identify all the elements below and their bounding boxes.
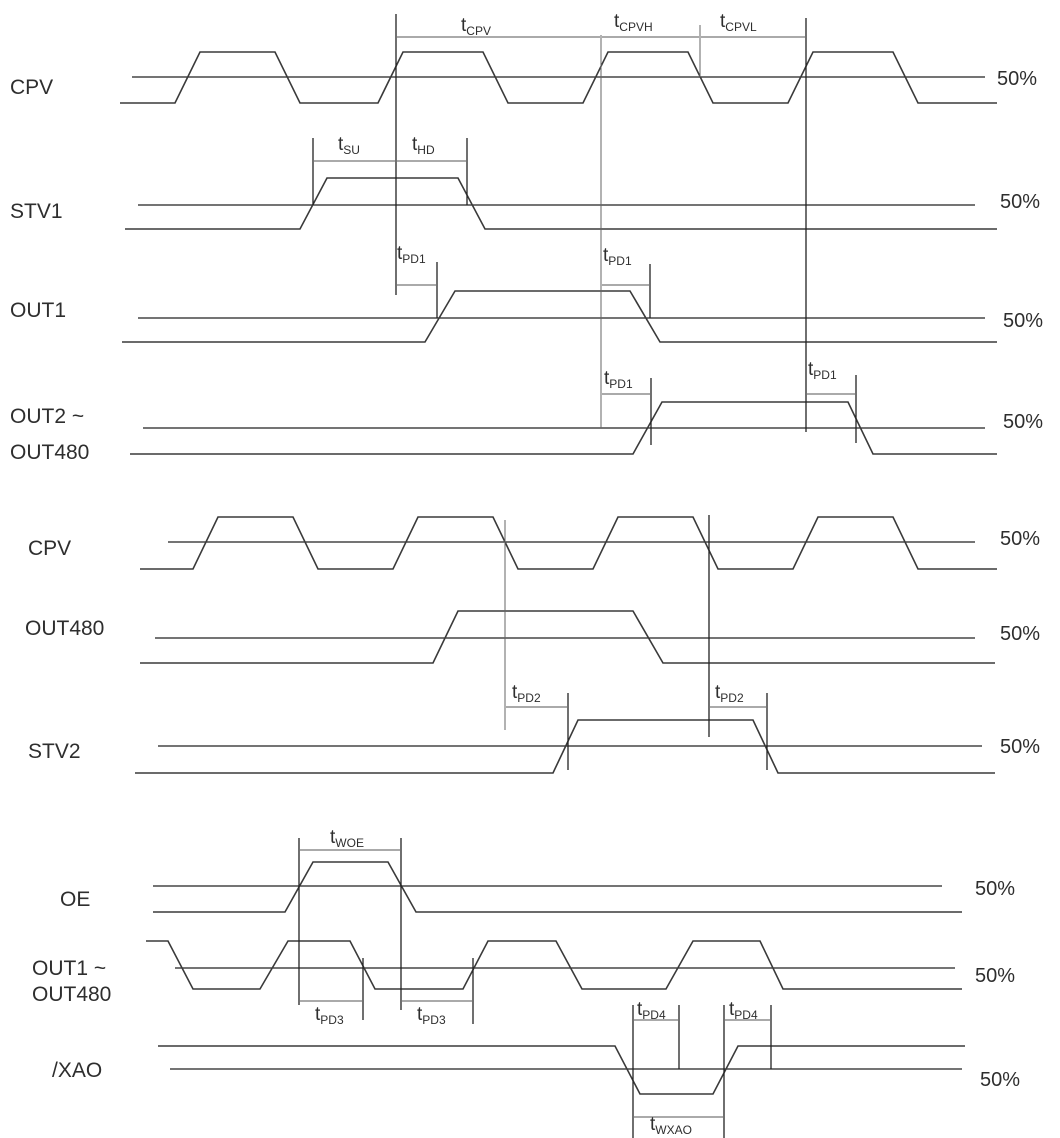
- signal-label-out480: OUT480: [10, 441, 89, 464]
- timing-label-t-wxao: tWXAO: [650, 1114, 692, 1137]
- waveform-out1x: [146, 940, 962, 990]
- signal-label-out480x: OUT480: [32, 983, 111, 1006]
- timing-label-t-pd1-b: tPD1: [603, 245, 632, 268]
- percent-label-out1: 50%: [1003, 310, 1043, 332]
- timing-label-t-pd3-b: tPD3: [417, 1004, 446, 1027]
- waveform-cpv-2: [140, 516, 997, 570]
- timing-label-t-pd4-b: tPD4: [729, 999, 758, 1022]
- timing-label-t-pd1-c: tPD1: [604, 368, 633, 391]
- waveform-out1: [122, 290, 997, 343]
- timing-label-t-su: tSU: [338, 134, 360, 157]
- signal-label-out1: OUT1: [10, 299, 66, 322]
- group-oe-out-xao: OE 50% OUT1 ~ OUT480 50% /XAO 50% tWOE t…: [32, 827, 1020, 1138]
- group-cpv-stv1-out: CPV 50% STV1 50% OUT1 50% OUT2 ~ OUT480 …: [10, 11, 1043, 464]
- timing-label-t-pd1-a: tPD1: [397, 243, 426, 266]
- signal-label-stv1: STV1: [10, 200, 63, 223]
- timing-label-t-pd3-a: tPD3: [315, 1004, 344, 1027]
- percent-label-stv1: 50%: [1000, 191, 1040, 213]
- group-cpv-out480-stv2: CPV 50% OUT480 50% STV2 50% tPD2 tPD2: [25, 515, 1040, 774]
- waveform-stv1: [125, 177, 997, 230]
- percent-label-out2: 50%: [1003, 411, 1043, 433]
- timing-label-t-cpvl: tCPVL: [720, 11, 757, 34]
- waveform-oe: [153, 861, 962, 913]
- percent-label-out480-2: 50%: [1000, 623, 1040, 645]
- timing-label-t-pd1-d: tPD1: [808, 359, 837, 382]
- waveform-out480-2: [140, 610, 995, 664]
- timing-label-t-hd: tHD: [412, 134, 435, 157]
- signal-label-out2: OUT2 ~: [10, 405, 84, 428]
- signal-label-out480-2: OUT480: [25, 617, 104, 640]
- waveform-xao: [158, 1045, 965, 1095]
- waveform-out2: [130, 401, 997, 455]
- percent-label-out1x: 50%: [975, 965, 1015, 987]
- percent-label-cpv: 50%: [997, 68, 1037, 90]
- waveform-cpv: [120, 51, 997, 104]
- timing-label-t-pd2-b: tPD2: [715, 682, 744, 705]
- percent-label-oe: 50%: [975, 878, 1015, 900]
- waveform-stv2: [135, 719, 995, 774]
- timing-label-t-woe: tWOE: [330, 827, 364, 850]
- signal-label-cpv: CPV: [10, 76, 53, 99]
- signal-label-oe: OE: [60, 888, 90, 911]
- signal-label-xao: /XAO: [52, 1059, 102, 1082]
- signal-label-cpv-2: CPV: [28, 537, 71, 560]
- percent-label-xao: 50%: [980, 1069, 1020, 1091]
- percent-label-cpv-2: 50%: [1000, 528, 1040, 550]
- signal-label-out1x: OUT1 ~: [32, 957, 106, 980]
- timing-label-t-pd2-a: tPD2: [512, 682, 541, 705]
- timing-label-t-cpv: tCPV: [461, 15, 491, 38]
- timing-label-t-pd4-a: tPD4: [637, 999, 666, 1022]
- timing-label-t-cpvh: tCPVH: [614, 11, 653, 34]
- signal-label-stv2: STV2: [28, 740, 81, 763]
- percent-label-stv2: 50%: [1000, 736, 1040, 758]
